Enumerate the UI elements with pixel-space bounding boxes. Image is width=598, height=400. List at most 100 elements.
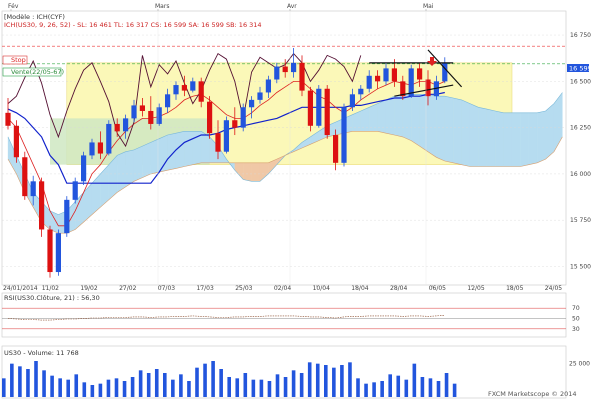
candle-body <box>190 81 196 91</box>
price-tick-label: 16 500 <box>570 78 591 85</box>
month-label: Mars <box>155 3 169 10</box>
date-tick-label: 10/04 <box>313 285 330 292</box>
sell-arrow-icon <box>427 57 437 66</box>
candle-body <box>324 88 330 136</box>
volume-bar <box>122 381 127 397</box>
candle-body <box>265 79 271 93</box>
volume-bar <box>356 378 360 397</box>
volume-bar <box>2 378 6 397</box>
volume-tick-label: 25 000 <box>569 361 590 368</box>
date-tick-label: 07/03 <box>158 285 175 292</box>
candle-body <box>417 68 423 80</box>
support-trendline <box>394 84 454 97</box>
volume-bar <box>380 381 384 397</box>
volume-bar <box>324 365 328 397</box>
kumo-segment <box>495 110 504 167</box>
volume-bar <box>163 373 167 397</box>
kumo-segment <box>251 162 261 182</box>
candle-body <box>240 107 246 128</box>
kumo-segment <box>511 112 521 167</box>
volume-bar <box>235 378 240 397</box>
ichimoku-params-label: ICH(US30, 9, 26, 52) - SL: 16 461 TL: 16… <box>4 21 262 29</box>
kumo-segment <box>453 97 462 165</box>
date-tick-label: 12/05 <box>467 285 484 292</box>
date-tick-label: 24/01/2014 <box>3 285 38 292</box>
candle-body <box>139 105 145 111</box>
rsi-indicator: 70 50 30 <box>2 305 580 333</box>
volume-title: US30 - Volume: 11 768 <box>4 349 79 357</box>
candle-body <box>198 81 204 102</box>
volume-bar <box>251 379 256 397</box>
kumo-segment <box>478 107 487 167</box>
volume-bar <box>404 379 409 397</box>
kumo-segment <box>537 110 546 164</box>
tenkan-line <box>7 80 445 227</box>
kumo-segment <box>469 103 479 167</box>
candle-body <box>64 199 70 234</box>
price-marker: 16 599 <box>569 65 592 73</box>
candle-body <box>274 66 280 80</box>
candle-body <box>442 62 448 82</box>
vente-label: Vente(22/05-67) <box>11 68 64 76</box>
volume-bar <box>74 374 79 397</box>
kumo-segment <box>175 131 185 169</box>
volume-bar <box>130 377 135 397</box>
kumo-segment <box>427 94 437 158</box>
candle-body <box>375 75 381 82</box>
volume-bar <box>26 369 30 397</box>
volume-bars: 25 000 <box>2 361 590 397</box>
price-tick-label: 15 750 <box>570 217 591 224</box>
rsi-panel <box>1 292 567 338</box>
volume-bar <box>340 365 344 397</box>
volume-bar <box>452 383 457 397</box>
candle-body <box>72 181 78 200</box>
candle-body <box>349 94 355 108</box>
date-tick-label: 06/05 <box>429 285 446 292</box>
volume-bar <box>10 363 14 397</box>
date-tick-label: 19/02 <box>80 285 97 292</box>
volume-bar <box>114 378 119 397</box>
kumo-segment <box>184 131 193 167</box>
volume-bar <box>66 379 70 397</box>
model-label: [Modèle : ICH(CYF) <box>4 13 65 21</box>
candle-body <box>148 110 154 124</box>
month-axis: Fév Mars Avr Mai <box>8 3 434 285</box>
volume-bar <box>58 378 62 397</box>
volume-bar <box>315 363 320 397</box>
candle-body <box>341 107 347 163</box>
kumo-segment <box>142 142 151 178</box>
volume-bar <box>412 363 417 397</box>
kumo-segment <box>394 94 403 138</box>
candle-body <box>299 62 305 91</box>
volume-bar <box>307 362 312 397</box>
trend-lines <box>369 49 463 97</box>
volume-bar <box>90 385 95 397</box>
date-tick-label: 28/04 <box>390 285 407 292</box>
kumo-segment <box>402 94 412 141</box>
candle-body <box>89 142 95 156</box>
volume-bar <box>428 378 433 397</box>
candle-body <box>131 105 137 119</box>
date-tick-label: 17/03 <box>197 285 214 292</box>
volume-bar <box>219 369 223 397</box>
candle-body <box>165 94 171 108</box>
candle-body <box>257 92 263 100</box>
kumo-segment <box>503 112 513 167</box>
volume-bar <box>332 367 336 397</box>
volume-bar <box>82 382 87 397</box>
date-tick-label: 27/02 <box>119 285 136 292</box>
candle-body <box>307 90 313 126</box>
price-axis: 15 500 15 750 16 000 16 250 16 500 16 750 <box>570 32 591 270</box>
date-axis: 24/01/2014 11/02 19/02 27/02 07/03 17/03 25/03… <box>3 285 562 292</box>
kumo-segment <box>377 99 387 134</box>
volume-bar <box>138 370 143 397</box>
date-tick-label: 18/05 <box>506 285 523 292</box>
candlesticks <box>5 48 448 278</box>
candle-body <box>22 157 28 197</box>
volume-bar <box>291 370 296 397</box>
volume-bar <box>98 383 103 397</box>
kumo-segment <box>385 95 395 136</box>
candle-body <box>106 123 112 154</box>
kumo-segment <box>369 103 378 132</box>
volume-bar <box>18 366 22 397</box>
